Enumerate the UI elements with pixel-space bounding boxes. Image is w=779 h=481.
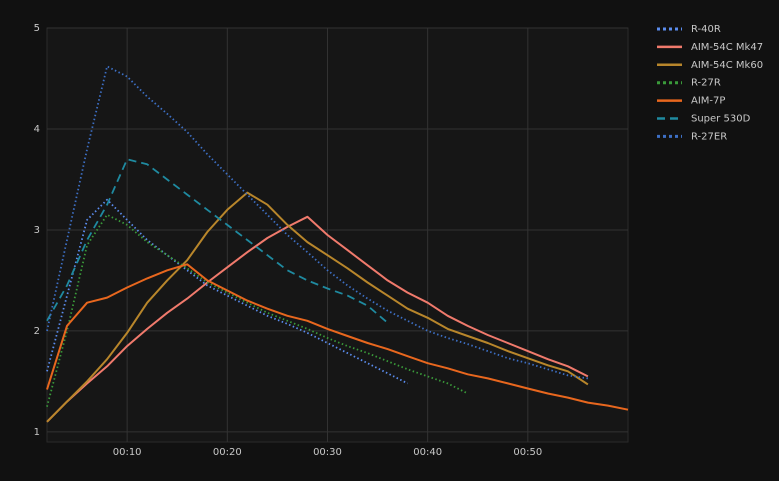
x-tick-label: 00:20 — [213, 447, 242, 458]
data-line — [46, 158, 389, 324]
legend-label: AIM-7P — [691, 96, 725, 107]
data-line — [46, 198, 409, 385]
legend-label: AIM-54C Mk47 — [691, 42, 763, 53]
data-line — [46, 213, 469, 407]
y-tick-label: 2 — [34, 326, 40, 337]
plot-area — [46, 27, 629, 443]
x-tick-label: 00:10 — [113, 447, 142, 458]
y-tick-label: 1 — [34, 427, 40, 438]
data-line — [46, 191, 589, 423]
data-line — [46, 263, 629, 411]
legend-label: Super 530D — [691, 114, 751, 125]
legend-label: AIM-54C Mk60 — [691, 60, 763, 71]
legend-label: R-27ER — [691, 131, 727, 142]
x-tick-label: 00:50 — [513, 447, 542, 458]
x-tick-label: 00:30 — [313, 447, 342, 458]
data-line — [46, 215, 589, 423]
data-line — [46, 65, 589, 380]
y-tick-label: 4 — [34, 124, 40, 135]
legend-label: R-40R — [691, 24, 721, 35]
x-tick-label: 00:40 — [413, 447, 442, 458]
y-tick-label: 5 — [34, 23, 40, 34]
legend-label: R-27R — [691, 78, 721, 89]
y-tick-label: 3 — [34, 225, 40, 236]
